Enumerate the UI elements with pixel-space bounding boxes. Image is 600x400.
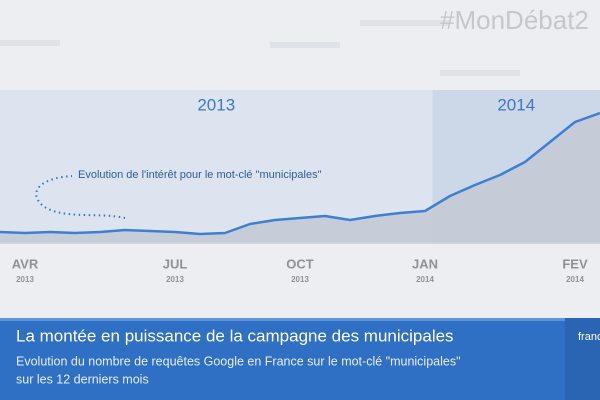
cloud (270, 42, 340, 48)
area (0, 113, 600, 242)
x-tick-month: AVR (12, 256, 39, 271)
plot-floor (0, 242, 600, 244)
x-tick-year: 2013 (16, 275, 34, 284)
logo-panel (565, 318, 600, 400)
x-tick-month: OCT (286, 256, 314, 271)
period-label: 2014 (497, 95, 535, 114)
x-tick-year: 2014 (566, 275, 584, 284)
banner-edge (0, 318, 600, 321)
line (0, 111, 600, 236)
annotation: Evolution de l'intérêt pour le mot-clé "… (78, 169, 322, 181)
hashtag: #MonDébat2 (440, 5, 589, 35)
cloud (0, 40, 60, 46)
banner (0, 318, 600, 400)
chart: 2013 2014 AVR 2013 JUL 2013 OCT 2013 JAN 2014 FEV 2… (0, 90, 600, 284)
period-band (0, 90, 433, 242)
cloud (440, 70, 520, 76)
banner-subtitle: sur les 12 derniers mois (16, 372, 149, 386)
clouds (0, 20, 520, 76)
logo: franc (578, 331, 600, 343)
period-label: 2013 (197, 95, 235, 114)
banner-subtitle: Evolution du nombre de requêtes Google e… (16, 354, 461, 368)
x-tick-year: 2014 (416, 275, 434, 284)
x-tick-month: JUL (163, 256, 188, 271)
x-tick-year: 2013 (291, 275, 309, 284)
annotation-curve (35, 175, 126, 219)
banner-title: La montée en puissance de la campagne de… (16, 326, 454, 345)
x-tick-month: FEV (562, 256, 588, 271)
cloud (360, 20, 450, 26)
x-tick-year: 2013 (166, 275, 184, 284)
x-tick-month: JAN (412, 256, 438, 271)
